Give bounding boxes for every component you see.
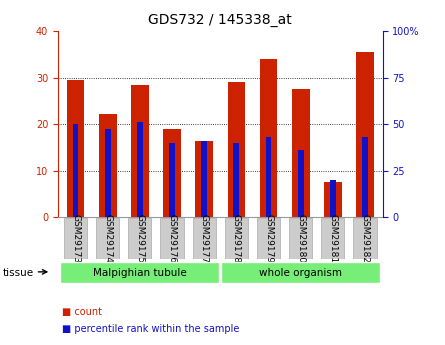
Bar — [227, 82, 245, 217]
Text: GSM29176: GSM29176 — [167, 214, 177, 263]
Bar — [260, 59, 277, 217]
Bar — [131, 85, 149, 217]
Text: GSM29181: GSM29181 — [328, 214, 337, 263]
FancyBboxPatch shape — [64, 218, 87, 259]
Bar — [105, 129, 111, 217]
Bar — [234, 143, 239, 217]
FancyBboxPatch shape — [289, 218, 312, 259]
Text: GSM29180: GSM29180 — [296, 214, 305, 263]
Text: GSM29173: GSM29173 — [71, 214, 80, 263]
Text: ■ percentile rank within the sample: ■ percentile rank within the sample — [62, 324, 240, 334]
Bar — [292, 89, 310, 217]
FancyBboxPatch shape — [353, 218, 376, 259]
Text: GSM29175: GSM29175 — [135, 214, 144, 263]
FancyBboxPatch shape — [128, 218, 151, 259]
FancyBboxPatch shape — [257, 218, 280, 259]
Text: ■ count: ■ count — [62, 307, 102, 317]
Bar — [266, 137, 271, 217]
Bar — [163, 129, 181, 217]
Text: GSM29179: GSM29179 — [264, 214, 273, 263]
Bar — [73, 124, 78, 217]
FancyBboxPatch shape — [96, 218, 119, 259]
Text: Malpighian tubule: Malpighian tubule — [93, 268, 187, 277]
FancyBboxPatch shape — [161, 218, 184, 259]
FancyBboxPatch shape — [61, 262, 219, 283]
Bar — [137, 122, 143, 217]
Text: GSM29178: GSM29178 — [232, 214, 241, 263]
Bar — [356, 52, 374, 217]
Bar — [169, 143, 175, 217]
Bar — [99, 114, 117, 217]
FancyBboxPatch shape — [221, 262, 380, 283]
Text: tissue: tissue — [2, 268, 33, 277]
Bar — [67, 80, 85, 217]
Text: GSM29182: GSM29182 — [360, 214, 369, 263]
FancyBboxPatch shape — [193, 218, 216, 259]
Bar — [195, 140, 213, 217]
FancyBboxPatch shape — [321, 218, 344, 259]
Bar — [362, 137, 368, 217]
Bar — [324, 183, 342, 217]
FancyBboxPatch shape — [225, 218, 248, 259]
Bar — [201, 141, 207, 217]
Text: GSM29177: GSM29177 — [200, 214, 209, 263]
Bar — [298, 150, 303, 217]
Text: whole organism: whole organism — [259, 268, 342, 277]
Text: GSM29174: GSM29174 — [103, 214, 112, 263]
Bar — [330, 180, 336, 217]
Title: GDS732 / 145338_at: GDS732 / 145338_at — [148, 13, 292, 27]
